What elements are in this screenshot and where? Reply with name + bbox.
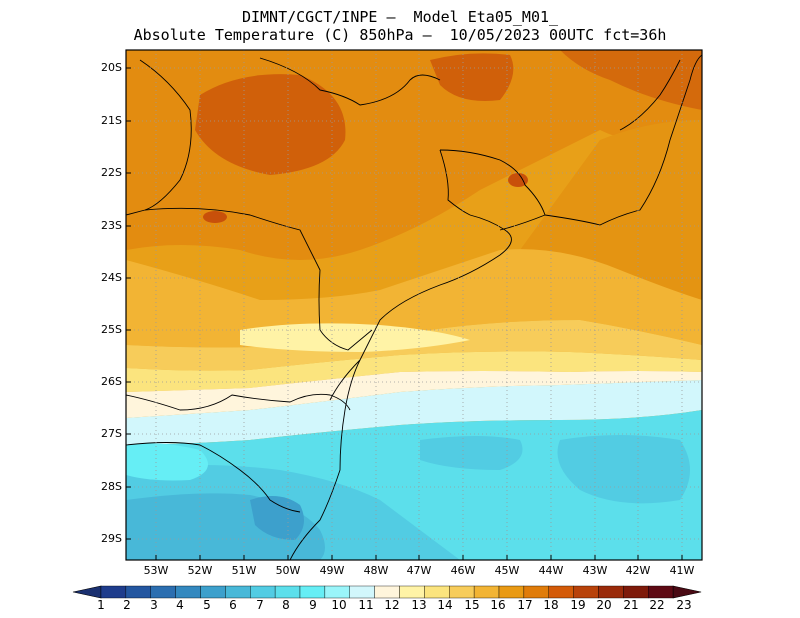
lon-label: 43W — [582, 564, 608, 577]
colorbar-swatch — [299, 585, 326, 599]
lon-label: 41W — [669, 564, 695, 577]
colorbar-over-arrow — [672, 585, 702, 599]
colorbar-label: 15 — [464, 598, 480, 612]
colorbar-label: 6 — [229, 598, 237, 612]
lat-label: 24S — [101, 271, 122, 284]
colorbar-swatch — [424, 585, 450, 599]
lat-label: 25S — [101, 323, 122, 336]
colorbar-label: 8 — [282, 598, 290, 612]
colorbar-swatch — [150, 585, 176, 599]
colorbar-label: 17 — [517, 598, 533, 612]
lat-label: 21S — [101, 114, 122, 127]
colorbar-label: 22 — [649, 598, 665, 612]
title-line-2: Absolute Temperature (C) 850hPa — 10/05/… — [133, 26, 667, 44]
lat-label: 26S — [101, 375, 122, 388]
colorbar-swatch — [175, 585, 201, 599]
colorbar-swatch — [598, 585, 624, 599]
axis-ticks — [126, 67, 683, 560]
lon-label: 47W — [406, 564, 432, 577]
colorbar — [72, 585, 702, 599]
grid-lines — [126, 50, 702, 560]
colorbar-swatch — [324, 585, 350, 599]
colorbar-label: 18 — [543, 598, 559, 612]
colorbar-label: 14 — [437, 598, 453, 612]
colorbar-label: 4 — [176, 598, 184, 612]
colorbar-swatch — [523, 585, 549, 599]
colorbar-swatch — [274, 585, 301, 599]
lat-label: 28S — [101, 480, 122, 493]
colorbar-swatch — [349, 585, 375, 599]
colorbar-label: 11 — [358, 598, 374, 612]
lon-label: 52W — [187, 564, 213, 577]
lon-label: 49W — [319, 564, 345, 577]
boundaries — [126, 54, 702, 560]
colorbar-label: 2 — [123, 598, 131, 612]
map-frame — [125, 49, 703, 561]
colorbar-swatch — [473, 585, 500, 599]
colorbar-swatch — [200, 585, 226, 599]
colorbar-label: 1 — [97, 598, 105, 612]
colorbar-label: 21 — [623, 598, 639, 612]
lon-label: 48W — [363, 564, 389, 577]
colorbar-label: 5 — [203, 598, 211, 612]
colorbar-label: 16 — [490, 598, 506, 612]
colorbar-label: 13 — [411, 598, 427, 612]
lon-label: 50W — [275, 564, 301, 577]
lon-label: 46W — [450, 564, 476, 577]
lat-label: 20S — [101, 61, 122, 74]
lon-label: 51W — [231, 564, 257, 577]
colorbar-swatch — [648, 585, 674, 599]
colorbar-label: 23 — [676, 598, 692, 612]
lat-label: 29S — [101, 532, 122, 545]
colorbar-swatch — [250, 585, 276, 599]
colorbar-swatch — [498, 585, 525, 599]
colorbar-swatch — [548, 585, 574, 599]
colorbar-label: 19 — [570, 598, 586, 612]
colorbar-swatch — [623, 585, 649, 599]
colorbar-label: 3 — [150, 598, 158, 612]
lat-label: 23S — [101, 219, 122, 232]
lon-label: 44W — [538, 564, 564, 577]
temperature-field — [126, 50, 702, 560]
colorbar-swatch — [374, 585, 400, 599]
colorbar-label: 20 — [596, 598, 612, 612]
colorbar-swatch — [399, 585, 425, 599]
colorbar-label: 9 — [309, 598, 317, 612]
colorbar-swatch — [100, 585, 127, 599]
colorbar-label: 7 — [256, 598, 264, 612]
colorbar-swatch — [225, 585, 251, 599]
lat-label: 22S — [101, 166, 122, 179]
colorbar-swatch — [573, 585, 599, 599]
title-line-1: DIMNT/CGCT/INPE — Model Eta05_M01_ — [241, 8, 559, 26]
colorbar-under-arrow — [72, 585, 102, 599]
colorbar-label: 12 — [384, 598, 400, 612]
lon-label: 53W — [143, 564, 169, 577]
colorbar-swatch — [449, 585, 475, 599]
lat-label: 27S — [101, 427, 122, 440]
lon-label: 42W — [625, 564, 651, 577]
colorbar-label: 10 — [331, 598, 347, 612]
colorbar-swatch — [125, 585, 151, 599]
lon-label: 45W — [494, 564, 520, 577]
